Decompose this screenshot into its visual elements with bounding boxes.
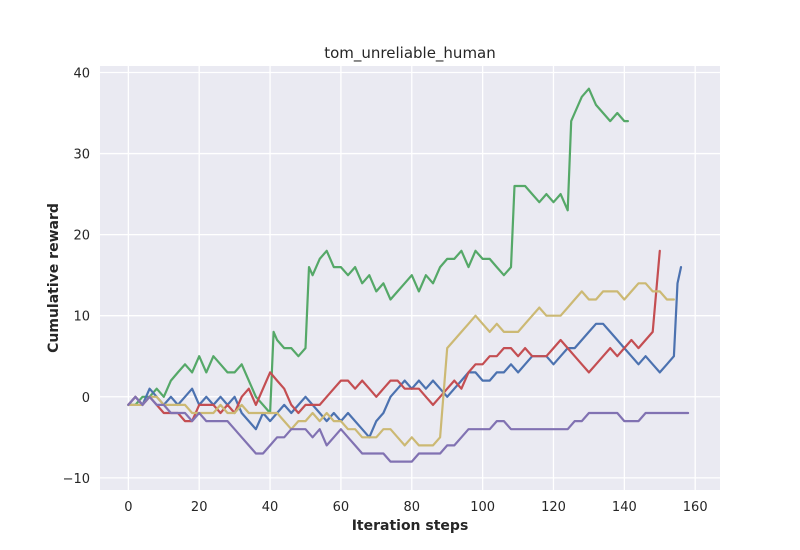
x-tick-label: 60 [333, 500, 350, 515]
x-tick-labels: 0 20 40 60 80 100 120 140 160 [124, 500, 707, 515]
y-tick-label: 20 [73, 229, 90, 244]
x-tick-label: 0 [124, 500, 132, 515]
y-tick-label: 30 [73, 148, 90, 163]
x-tick-label: 40 [262, 500, 279, 515]
y-tick-label: 0 [82, 391, 90, 406]
x-axis-label: Iteration steps [352, 518, 469, 534]
grid-lines [100, 66, 720, 490]
y-tick-label: −10 [63, 472, 90, 487]
x-tick-label: 160 [683, 500, 708, 515]
series-lines [127, 87, 690, 463]
series-line-4 [127, 282, 676, 447]
x-tick-label: 140 [612, 500, 637, 515]
series-line-1 [127, 87, 630, 415]
x-tick-label: 20 [191, 500, 208, 515]
chart-title: tom_unreliable_human [324, 44, 496, 63]
series-line-2 [127, 266, 683, 439]
series-line-5 [127, 395, 690, 463]
y-tick-label: 10 [73, 310, 90, 325]
y-tick-label: 40 [73, 66, 90, 81]
y-tick-labels: −10 0 10 20 30 40 [63, 66, 90, 486]
x-tick-label: 80 [403, 500, 420, 515]
y-axis-label: Cumulative reward [46, 203, 62, 353]
x-tick-label: 100 [470, 500, 495, 515]
x-tick-label: 120 [541, 500, 566, 515]
